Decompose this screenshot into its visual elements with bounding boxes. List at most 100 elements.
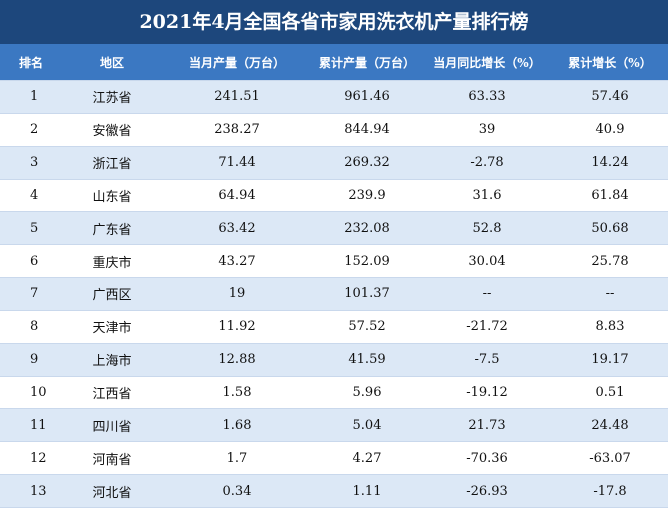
table-cell: 广东省 [92, 222, 132, 238]
table-cell: 13 [30, 483, 47, 499]
table-cell: 238.27 [214, 122, 260, 138]
table-cell: 12 [30, 450, 47, 466]
table-cell: 25.78 [591, 253, 629, 269]
table-cell: 1.11 [352, 483, 382, 499]
table-cell: 21.73 [468, 417, 506, 433]
table-cell: -21.72 [466, 319, 508, 335]
table-cell: 6 [30, 253, 39, 269]
table-cell: 天津市 [92, 321, 132, 337]
table-cell: 57.52 [348, 319, 386, 335]
table-cell: 19 [228, 286, 246, 302]
table-cell: 43.27 [218, 253, 256, 269]
header-cell: 累计产量（万台） [318, 55, 415, 70]
table-cell: 9 [30, 352, 39, 368]
table-cell: 14.24 [591, 155, 629, 171]
table-cell: 31.6 [472, 187, 502, 203]
table-row: 11 四川省 1.68 5.04 21.73 24.48 [0, 409, 668, 443]
header-cell: 当月同比增长（%） [433, 55, 541, 70]
table-cell: 239.9 [348, 187, 386, 203]
table-cell: 1.58 [222, 385, 252, 401]
table-cell: 山东省 [92, 189, 132, 205]
table-cell: 71.44 [218, 155, 256, 171]
header-cell: 累计增长（%） [568, 55, 652, 70]
header-cell: 地区 [99, 55, 124, 70]
table-cell: 24.48 [591, 417, 629, 433]
table-row: 1 江苏省 241.51 961.46 63.33 57.46 [0, 81, 668, 114]
table-cell: 52.8 [472, 220, 502, 236]
table-cell: 63.33 [468, 89, 506, 105]
table-cell: 152.09 [344, 253, 390, 269]
table-cell: 8 [30, 319, 39, 335]
table-cell: 30.04 [468, 253, 506, 269]
table-row: 5 广东省 63.42 232.08 52.8 50.68 [0, 212, 668, 246]
title: 2021年4月全国各省市家用洗衣机产量排行榜 [0, 0, 668, 44]
table-cell: 61.84 [591, 187, 629, 203]
table-row: 10 江西省 1.58 5.96 -19.12 0.51 [0, 376, 668, 410]
table-cell: -19.12 [466, 385, 508, 401]
table-row: 6 重庆市 43.27 152.09 30.04 25.78 [0, 245, 668, 279]
table-cell: -- [482, 286, 492, 302]
table-cell: 安徽省 [92, 124, 132, 140]
table-cell: 3 [30, 155, 39, 171]
table-row: 2 安徽省 238.27 844.94 39 40.9 [0, 113, 668, 147]
table-cell: 64.94 [218, 187, 256, 203]
table-cell: 7 [30, 286, 39, 302]
table-cell: 4 [30, 187, 39, 203]
table-cell: 河北省 [92, 485, 132, 501]
table-cell: 四川省 [92, 419, 132, 435]
table-cell: 重庆市 [92, 255, 132, 271]
table-cell: 19.17 [591, 352, 629, 368]
table-cell: 57.46 [591, 89, 629, 105]
table-cell: -7.5 [474, 352, 500, 368]
table-row: 3 浙江省 71.44 269.32 -2.78 14.24 [0, 146, 668, 180]
table-cell: -17.8 [593, 483, 627, 499]
table-cell: 5.96 [352, 385, 382, 401]
table-cell: 269.32 [344, 155, 390, 171]
table-cell: 12.88 [218, 352, 256, 368]
table-row: 12 河南省 1.7 4.27 -70.36 -63.07 [0, 442, 668, 476]
table-cell: 上海市 [92, 354, 132, 370]
table-cell: 浙江省 [92, 157, 132, 173]
table-cell: 2 [30, 122, 39, 138]
table-cell: 10 [30, 385, 47, 401]
table-cell: 232.08 [344, 220, 390, 236]
table-cell: -26.93 [466, 483, 508, 499]
header-cell: 排名 [18, 55, 43, 70]
table-cell: -- [605, 286, 615, 302]
table-cell: 40.9 [595, 122, 625, 138]
table-cell: -63.07 [589, 450, 631, 466]
table-row: 4 山东省 64.94 239.9 31.6 61.84 [0, 179, 668, 213]
table-cell: 101.37 [344, 286, 390, 302]
table-cell: 8.83 [595, 319, 625, 335]
table-cell: 4.27 [352, 450, 382, 466]
table-cell: 1.7 [226, 450, 248, 466]
table-cell: 0.51 [595, 385, 625, 401]
table-cell: 1.68 [222, 417, 252, 433]
header-row: 排名 地区 当月产量（万台） 累计产量（万台） 当月同比增长（%） 累计增长（%） [0, 44, 668, 81]
table-cell: 11.92 [218, 319, 256, 335]
header-cell: 当月产量（万台） [188, 55, 285, 70]
table-cell: 5 [30, 220, 39, 236]
table-cell: 广西区 [92, 288, 132, 304]
table-row: 9 上海市 12.88 41.59 -7.5 19.17 [0, 343, 668, 377]
table-cell: 41.59 [348, 352, 386, 368]
table-cell: 5.04 [352, 417, 382, 433]
table-cell: 241.51 [214, 89, 260, 105]
table-cell: 河南省 [92, 452, 132, 468]
table-cell: 844.94 [344, 122, 390, 138]
table-row: 8 天津市 11.92 57.52 -21.72 8.83 [0, 310, 668, 344]
table-row: 7 广西区 19 101.37 -- -- [0, 278, 668, 311]
table-cell: 11 [30, 417, 47, 433]
table-cell: 961.46 [344, 89, 390, 105]
table-cell: 50.68 [591, 220, 629, 236]
table-cell: 39 [478, 122, 496, 138]
table-cell: 江西省 [92, 387, 132, 403]
table-cell: -70.36 [466, 450, 508, 466]
table-cell: 0.34 [222, 483, 252, 499]
table-row: 13 河北省 0.34 1.11 -26.93 -17.8 [0, 475, 668, 508]
table-cell: 江苏省 [92, 91, 132, 107]
table-cell: -2.78 [470, 155, 504, 171]
table-cell: 63.42 [218, 220, 256, 236]
table-cell: 1 [30, 89, 39, 105]
